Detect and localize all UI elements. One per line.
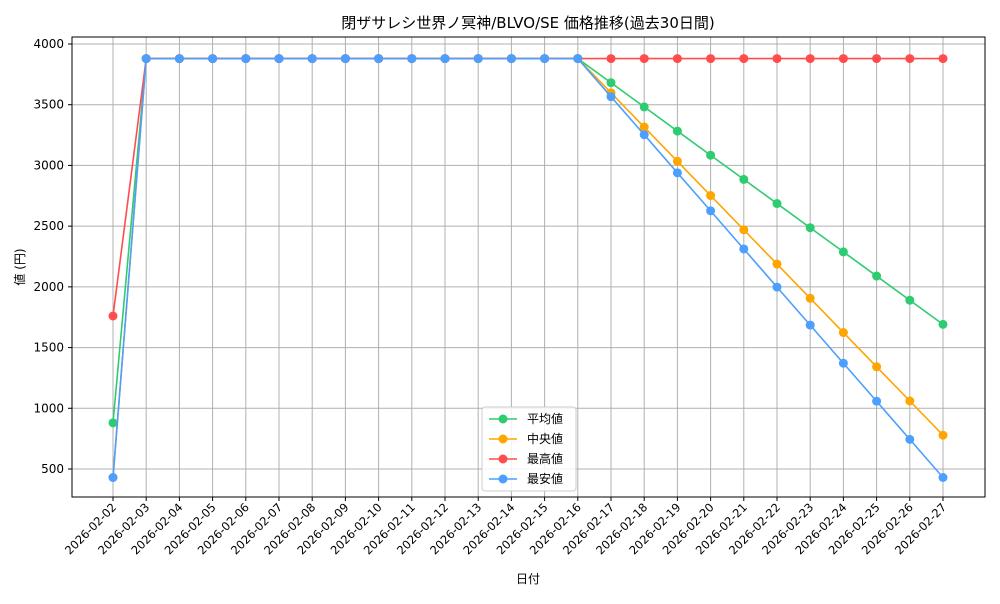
data-point bbox=[639, 122, 649, 132]
chart-title: 閉ザサレシ世界ノ冥神/BLVO/SE 価格推移(過去30日間) bbox=[341, 14, 714, 32]
series-line bbox=[112, 57, 943, 317]
series-line bbox=[112, 57, 944, 479]
y-tick-label: 3000 bbox=[33, 158, 64, 172]
data-point bbox=[108, 418, 118, 428]
data-point bbox=[473, 54, 483, 64]
data-point bbox=[706, 206, 716, 216]
data-point bbox=[672, 156, 682, 166]
data-point bbox=[606, 78, 616, 88]
series-0 bbox=[108, 54, 948, 428]
legend-label: 最安値 bbox=[527, 471, 563, 486]
legend-marker bbox=[498, 414, 508, 424]
data-point bbox=[739, 225, 749, 235]
data-point bbox=[739, 244, 749, 254]
data-point bbox=[805, 223, 815, 233]
data-point bbox=[274, 54, 284, 64]
data-point bbox=[606, 54, 616, 64]
series-2 bbox=[108, 54, 948, 321]
data-point bbox=[540, 54, 550, 64]
y-tick-label: 2500 bbox=[33, 219, 64, 233]
data-point bbox=[905, 54, 915, 64]
legend-label: 中央値 bbox=[527, 431, 563, 446]
legend-marker bbox=[498, 454, 508, 464]
data-point bbox=[905, 434, 915, 444]
data-point bbox=[374, 54, 384, 64]
data-point bbox=[838, 358, 848, 368]
data-point bbox=[672, 168, 682, 178]
legend-box bbox=[481, 406, 577, 492]
data-point bbox=[772, 199, 782, 209]
data-point bbox=[805, 54, 815, 64]
data-point bbox=[739, 174, 749, 184]
data-point bbox=[905, 295, 915, 305]
data-point bbox=[772, 259, 782, 269]
data-point bbox=[905, 396, 915, 406]
x-axis-label: 日付 bbox=[516, 572, 540, 586]
data-point bbox=[838, 247, 848, 257]
y-tick-label: 1500 bbox=[33, 341, 64, 355]
data-point bbox=[706, 150, 716, 160]
data-point bbox=[639, 102, 649, 112]
data-point bbox=[174, 54, 184, 64]
data-point bbox=[340, 54, 350, 64]
y-tick-label: 4000 bbox=[33, 37, 64, 51]
legend-item: 平均値 bbox=[489, 411, 563, 426]
data-point bbox=[506, 54, 516, 64]
data-point bbox=[108, 311, 118, 321]
legend-marker bbox=[498, 474, 508, 484]
data-point bbox=[606, 92, 616, 102]
plot-frame bbox=[71, 36, 986, 498]
data-point bbox=[573, 54, 583, 64]
data-point bbox=[805, 293, 815, 303]
data-point bbox=[739, 54, 749, 64]
data-point bbox=[872, 271, 882, 281]
data-point bbox=[407, 54, 417, 64]
y-tick-label: 3500 bbox=[33, 98, 64, 112]
data-point bbox=[307, 54, 317, 64]
data-point bbox=[208, 54, 218, 64]
data-point bbox=[838, 54, 848, 64]
data-point bbox=[872, 362, 882, 372]
legend-item: 最高値 bbox=[489, 451, 563, 466]
y-tick-label: 500 bbox=[41, 462, 64, 476]
series-3 bbox=[108, 54, 948, 482]
legend-item: 中央値 bbox=[489, 431, 563, 446]
y-tick-label: 2000 bbox=[33, 280, 64, 294]
y-tick-label: 1000 bbox=[33, 401, 64, 415]
data-point bbox=[938, 473, 948, 482]
data-point bbox=[706, 191, 716, 201]
data-point bbox=[772, 54, 782, 64]
legend-marker bbox=[498, 434, 508, 444]
data-point bbox=[772, 282, 782, 292]
data-point bbox=[706, 54, 716, 64]
data-point bbox=[141, 54, 151, 64]
data-point bbox=[241, 54, 251, 64]
data-point bbox=[440, 54, 450, 64]
data-point bbox=[639, 54, 649, 64]
data-point bbox=[672, 126, 682, 136]
legend-item: 最安値 bbox=[489, 471, 563, 486]
data-point bbox=[872, 54, 882, 64]
data-point bbox=[805, 320, 815, 330]
data-point bbox=[938, 430, 948, 440]
data-point bbox=[838, 328, 848, 338]
data-point bbox=[108, 473, 118, 482]
series-line bbox=[112, 57, 944, 423]
legend-label: 最高値 bbox=[527, 451, 563, 466]
data-point bbox=[639, 130, 649, 140]
y-axis-label: 値 (円) bbox=[12, 248, 27, 285]
data-point bbox=[938, 54, 948, 64]
data-point bbox=[872, 396, 882, 406]
legend-label: 平均値 bbox=[527, 411, 563, 426]
data-point bbox=[938, 319, 948, 329]
data-point bbox=[672, 54, 682, 64]
